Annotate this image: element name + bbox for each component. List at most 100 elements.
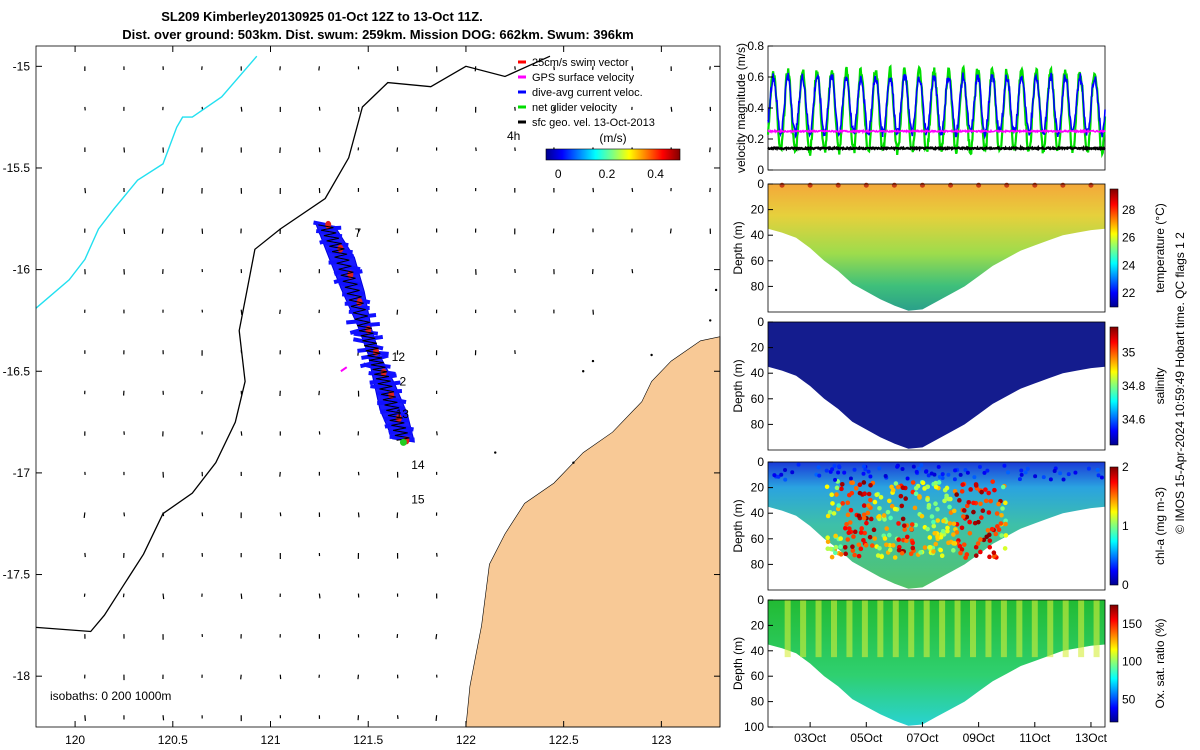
velocity-vector [84,715,86,721]
chl-sample [902,527,908,532]
chl-sample [892,555,898,560]
chl-sample [967,519,972,525]
chl-sample [1000,506,1005,511]
chl-sample [849,480,854,485]
chl-sample [840,501,846,506]
chl-surface-sample [1052,469,1057,474]
oxygen-streak [970,600,977,658]
chl-sample [931,519,936,525]
legend-label: GPS surface velocity [532,72,635,84]
velocity-vector [357,674,360,680]
chl-sample [971,500,976,506]
chl-sample [1003,500,1008,506]
chl-sample [863,542,869,548]
velocity-vector [123,512,126,517]
chl-sample [979,515,984,520]
chl-sample [852,529,858,535]
chl-sample [872,536,878,541]
colorbar-tick-label: 0.2 [599,167,616,181]
section-oxygen: 0 20 40 60 80 100 Depth (m) 50 100 150 Ox. sat. ra… [731,593,1167,745]
chl-sample [848,507,854,513]
section-ylabel: Depth (m) [731,637,745,690]
chl-surface-sample [796,462,801,467]
oxygen-streak [1016,600,1023,658]
chl-sample [946,496,952,502]
chl-sample [927,535,933,540]
x-tick-label: 11Oct [1019,731,1051,745]
y-tick-label: 60 [751,254,765,268]
chl-surface-sample [861,471,866,476]
chl-sample [849,490,855,496]
chl-sample [926,502,932,508]
y-tick-label: 20 [751,481,765,495]
section-frame [767,599,1106,728]
track-day-label: 2 [399,374,406,388]
x-tick-label: 13Oct [1075,731,1108,745]
chl-sample [850,544,855,550]
y-tick-label: 0 [757,593,764,607]
chl-sample [839,486,844,492]
section-ylabel: Depth (m) [731,221,745,274]
chl-sample [877,514,882,519]
chl-surface-sample [929,471,934,476]
chl-sample [947,521,953,526]
island-6 [494,451,497,454]
chl-sample [975,541,981,546]
current-vector [363,321,381,328]
chl-surface-sample [1095,467,1100,472]
chl-sample [824,484,830,490]
section-field [768,184,1105,311]
chl-sample [829,554,835,560]
oxygen-streak [784,600,791,658]
chl-sample [951,548,956,553]
chl-sample [961,542,967,547]
y-tick-label: 40 [751,644,765,658]
y-tick-label: 20 [751,341,765,355]
oxygen-streak [830,600,837,658]
chl-surface-sample [965,470,970,475]
oxygen-streak [1047,600,1054,658]
chl-sample [882,517,887,522]
chl-sample [951,508,957,514]
y-tick-label: 0.8 [747,39,764,53]
chl-sample [868,497,873,503]
chl-surface-sample [783,468,788,473]
velocity-vector [669,228,672,234]
chl-sample [884,542,889,548]
chl-sample [869,543,875,548]
chl-sample [887,547,893,553]
warm-surface-point [919,182,925,188]
chl-surface-sample [953,468,958,473]
chl-sample [959,489,965,494]
y-tick-label: 0.2 [747,132,764,146]
chl-sample [893,481,899,486]
track-day-label: 13 [396,407,410,421]
chl-sample [877,545,882,551]
chl-sample [859,526,865,531]
oxygen-streak [877,600,884,658]
y-tick-label: 0 [757,177,764,191]
chl-surface-sample [911,464,916,469]
velocity-vector [709,147,711,153]
chl-sample [959,547,965,552]
chl-sample [944,485,950,491]
chl-sample [961,508,967,513]
velocity-vector [162,593,165,600]
chl-surface-sample [866,469,871,474]
velocity-series-2 [767,128,1106,135]
velocity-vector [84,187,87,194]
chl-sample [935,506,940,512]
chl-sample [935,534,940,540]
oxygen-streak [954,600,961,658]
y-tick-label: -15.5 [3,161,31,175]
gps-surface-velocity [340,366,348,373]
chl-sample [920,480,926,486]
legend-label: dive-avg current veloc. [532,87,643,99]
current-vector [360,313,377,319]
chl-sample [996,501,1001,507]
section-frame [767,183,1106,313]
chl-sample [960,482,966,487]
oxygen-streak [1093,600,1100,658]
